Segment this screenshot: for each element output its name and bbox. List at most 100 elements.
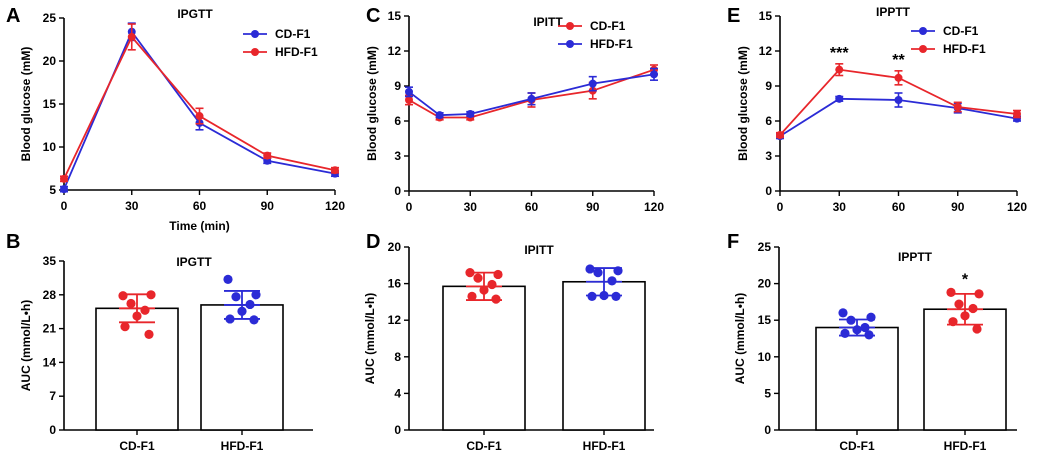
- panel-letter-b: B: [6, 231, 20, 253]
- panel-f-data-point: [852, 325, 862, 335]
- panel-e-x-tick-label: 0: [777, 200, 784, 214]
- panel-d-data-point: [473, 273, 483, 283]
- panel-b-bar: [200, 304, 284, 431]
- panel-e-legend-label: HFD-F1: [943, 42, 986, 56]
- panel-e-legend-label: CD-F1: [943, 24, 979, 38]
- panel-e-y-tick-label: 0: [765, 184, 772, 198]
- panel-f-bar: [923, 308, 1007, 431]
- panel-a-x-tick-label: 60: [193, 199, 207, 213]
- panel-b-data-point: [251, 290, 261, 300]
- panel-b-data-point: [249, 315, 259, 325]
- point-marker: [263, 151, 272, 160]
- panel-f-data-point: [866, 312, 876, 322]
- panel-b-data-point: [132, 311, 142, 321]
- point-marker: [776, 131, 784, 139]
- panel-c-data-point: [405, 86, 413, 98]
- panel-b-y-tick-label: 14: [43, 355, 57, 369]
- panel-e-y-tick-label: 3: [765, 149, 772, 163]
- panel-c-y-tick-label: 6: [394, 114, 401, 128]
- panel-c-legend-label: HFD-F1: [590, 37, 633, 51]
- panel-d-title: IPITT: [524, 243, 554, 257]
- panel-c-x-tick-label: 0: [406, 200, 413, 214]
- panel-e-y-tick-label: 12: [759, 44, 773, 58]
- panel-a-x-axis-label: Time (min): [169, 219, 229, 233]
- panel-f-data-point: [864, 330, 874, 340]
- panel-b-data-point: [140, 305, 150, 315]
- panel-b-data-point: [245, 299, 255, 310]
- panel-d-y-tick-label: 16: [388, 277, 402, 291]
- panel-a-title: IPGTT: [177, 7, 213, 21]
- panel-e-legend-marker: [919, 45, 927, 53]
- panel-d-x-tick-label: HFD-F1: [583, 439, 626, 453]
- panel-a-data-point: [263, 151, 272, 160]
- panel-b-data-point: [237, 306, 247, 316]
- point-marker: [953, 103, 962, 111]
- panel-f-y-tick-label: 0: [764, 423, 771, 437]
- panel-d-data-point: [599, 290, 609, 301]
- panel-b-y-tick-label: 28: [43, 288, 57, 302]
- panel-a-data-point: [195, 107, 204, 125]
- panel-e-y-tick-label: 6: [765, 114, 772, 128]
- panel-e-legend-marker: [919, 27, 927, 35]
- panel-c-title: IPITT: [533, 15, 563, 29]
- panel-b-y-tick-label: 7: [49, 389, 56, 403]
- panel-f-y-axis-label: AUC (mmol/L•h): [733, 293, 747, 385]
- panel-e-data-point: [894, 92, 903, 108]
- panel-f-title: IPPTT: [898, 250, 933, 264]
- point-marker: [435, 111, 444, 120]
- panel-b-y-tick-label: 21: [43, 322, 57, 336]
- point-marker: [405, 87, 413, 96]
- panel-c-series-line: [408, 73, 655, 117]
- panel-a-y-tick-label: 15: [43, 97, 57, 111]
- panel-f-data-point: [946, 287, 956, 297]
- panel-letter-e: E: [727, 5, 740, 27]
- panel-b-bar: [95, 307, 179, 431]
- panel-c-legend-marker: [566, 22, 574, 30]
- panel-e-significance-mark: **: [892, 52, 905, 69]
- panel-c-series-line: [408, 68, 655, 119]
- point-marker: [60, 185, 68, 194]
- panel-f-data-point: [846, 315, 856, 325]
- panel-c-data-point: [527, 92, 536, 106]
- panel-c-x-tick-label: 60: [525, 200, 539, 214]
- point-marker: [835, 94, 844, 103]
- panel-c-data-point: [650, 67, 658, 81]
- panel-letter-f: F: [727, 231, 739, 253]
- panel-a-y-tick-label: 10: [43, 140, 57, 154]
- panel-d-y-tick-label: 0: [394, 423, 401, 437]
- panel-f-data-point: [840, 328, 850, 338]
- panel-a-legend-marker: [251, 48, 259, 56]
- panel-a-y-tick-label: 5: [49, 183, 56, 197]
- panel-f-data-point: [860, 322, 870, 333]
- point-marker: [60, 174, 68, 183]
- point-marker: [894, 96, 903, 104]
- panel-c-legend-marker: [566, 40, 574, 48]
- point-marker: [1013, 110, 1021, 118]
- panel-c-x-tick-label: 90: [586, 200, 600, 214]
- panel-e-significance-mark: ***: [830, 45, 849, 62]
- panel-a-legend-marker: [251, 30, 259, 38]
- panel-d-data-point: [607, 276, 617, 286]
- panel-f-y-tick-label: 15: [758, 313, 772, 327]
- panel-letter-d: D: [366, 231, 380, 253]
- panel-d-data-point: [585, 264, 595, 274]
- panel-f-data-point: [954, 299, 964, 309]
- panel-d-y-tick-label: 12: [388, 313, 402, 327]
- point-marker: [527, 94, 536, 103]
- panel-b-y-tick-label: 0: [49, 423, 56, 437]
- panel-e-data-point: [835, 94, 844, 103]
- panel-e-y-axis-label: Blood glucose (mM): [736, 46, 750, 161]
- panel-e-data-point: [776, 131, 784, 139]
- panel-c-y-tick-label: 9: [394, 79, 401, 93]
- panel-d-data-point: [479, 285, 489, 295]
- panel-f-bar: [815, 326, 899, 431]
- point-marker: [127, 32, 136, 41]
- panel-d-data-point: [587, 291, 597, 302]
- panel-d-data-point: [611, 291, 621, 302]
- panel-d-bar: [562, 280, 646, 431]
- panel-e-data-point: [1013, 109, 1021, 119]
- panel-d-data-point: [487, 279, 497, 290]
- panel-a-legend-label: HFD-F1: [275, 45, 318, 59]
- panel-c-data-point: [435, 111, 444, 120]
